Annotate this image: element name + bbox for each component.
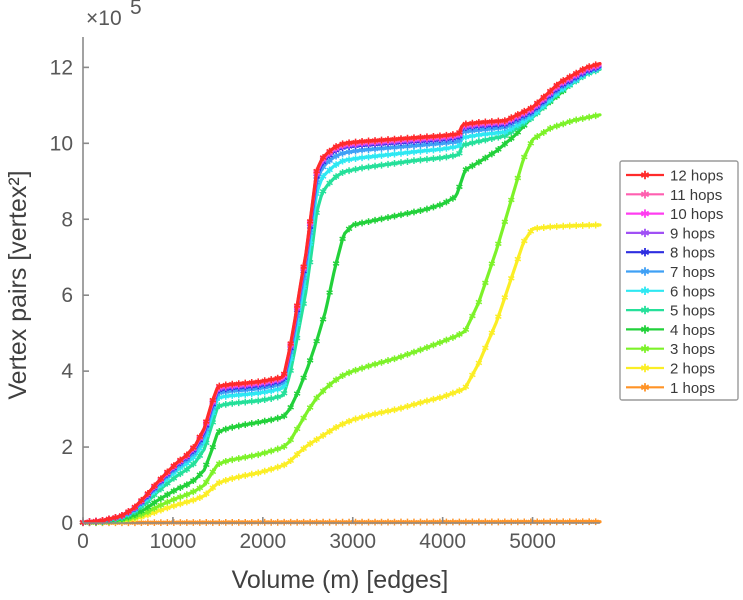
y-tick-label: 0 (61, 512, 73, 535)
legend-item-9-hops[interactable]: 9 hops (626, 225, 715, 242)
legend-item-1-hops[interactable]: 1 hops (626, 380, 715, 397)
x-tick-label: 4000 (419, 530, 466, 553)
legend-star-icon (640, 170, 650, 180)
legend-item-10-hops[interactable]: 10 hops (626, 206, 723, 223)
legend-item-5-hops[interactable]: 5 hops (626, 303, 715, 320)
legend-item-label: 2 hops (670, 361, 715, 378)
legend-star-icon (640, 344, 650, 353)
x-tick-label: 5000 (509, 530, 556, 553)
y-exponent-base: ×10 (86, 7, 122, 30)
legend-item-label: 6 hops (670, 283, 715, 300)
legend-star-icon (640, 325, 650, 334)
legend-star-icon (640, 248, 650, 257)
x-tick-label: 1000 (150, 530, 197, 553)
legend-item-label: 10 hops (670, 206, 723, 223)
legend-item-8-hops[interactable]: 8 hops (626, 245, 715, 262)
x-tick-label: 2000 (239, 530, 286, 553)
legend-item-label: 1 hops (670, 380, 715, 397)
legend-item-12-hops[interactable]: 12 hops (626, 168, 723, 185)
y-tick-label: 10 (50, 132, 73, 155)
legend-star-icon (640, 383, 650, 392)
legend-item-label: 11 hops (670, 187, 722, 204)
y-exponent-superscript: 5 (130, 0, 142, 19)
y-axis-label: Vertex pairs [vertex²] (4, 170, 32, 399)
x-axis-label: Volume (m) [edges] (232, 566, 449, 594)
legend-item-label: 3 hops (670, 341, 715, 358)
legend-star-icon (640, 363, 650, 373)
y-tick-label: 8 (61, 208, 73, 231)
legend-item-4-hops[interactable]: 4 hops (626, 322, 715, 339)
legend-item-label: 12 hops (670, 168, 723, 185)
y-exponent-label: ×10 5 (86, 0, 142, 30)
legend-item-label: 7 hops (670, 264, 715, 281)
legend-item-label: 9 hops (670, 225, 715, 242)
y-tick-label: 6 (61, 284, 73, 307)
y-tick-label: 12 (50, 56, 73, 79)
legend-item-label: 8 hops (670, 245, 715, 262)
legend-star-icon (640, 228, 650, 238)
legend-item-2-hops[interactable]: 2 hops (626, 361, 715, 378)
legend-item-11-hops[interactable]: 11 hops (626, 187, 722, 204)
legend[interactable]: 12 hops 11 hops 10 hops 9 hops 8 hops 7 hops 6… (619, 160, 739, 401)
legend-item-label: 5 hops (670, 303, 715, 320)
legend-star-icon (640, 209, 650, 218)
x-tick-label: 3000 (329, 530, 376, 553)
legend-star-icon (640, 305, 650, 315)
legend-item-3-hops[interactable]: 3 hops (626, 341, 715, 358)
x-tick-label: 0 (77, 530, 89, 553)
legend-item-label: 4 hops (670, 322, 715, 339)
legend-star-icon (640, 267, 650, 276)
axes-group: 0 1000 2000 3000 4000 5000 0 2 4 6 8 10 12 (50, 37, 600, 553)
y-tick-label: 2 (61, 436, 73, 459)
plot-area (79, 61, 602, 527)
legend-star-icon (640, 190, 650, 199)
y-tick-label: 4 (61, 360, 73, 383)
legend-item-6-hops[interactable]: 6 hops (626, 283, 715, 300)
legend-item-7-hops[interactable]: 7 hops (626, 264, 715, 281)
legend-star-icon (640, 286, 650, 295)
legend-box (619, 160, 739, 401)
